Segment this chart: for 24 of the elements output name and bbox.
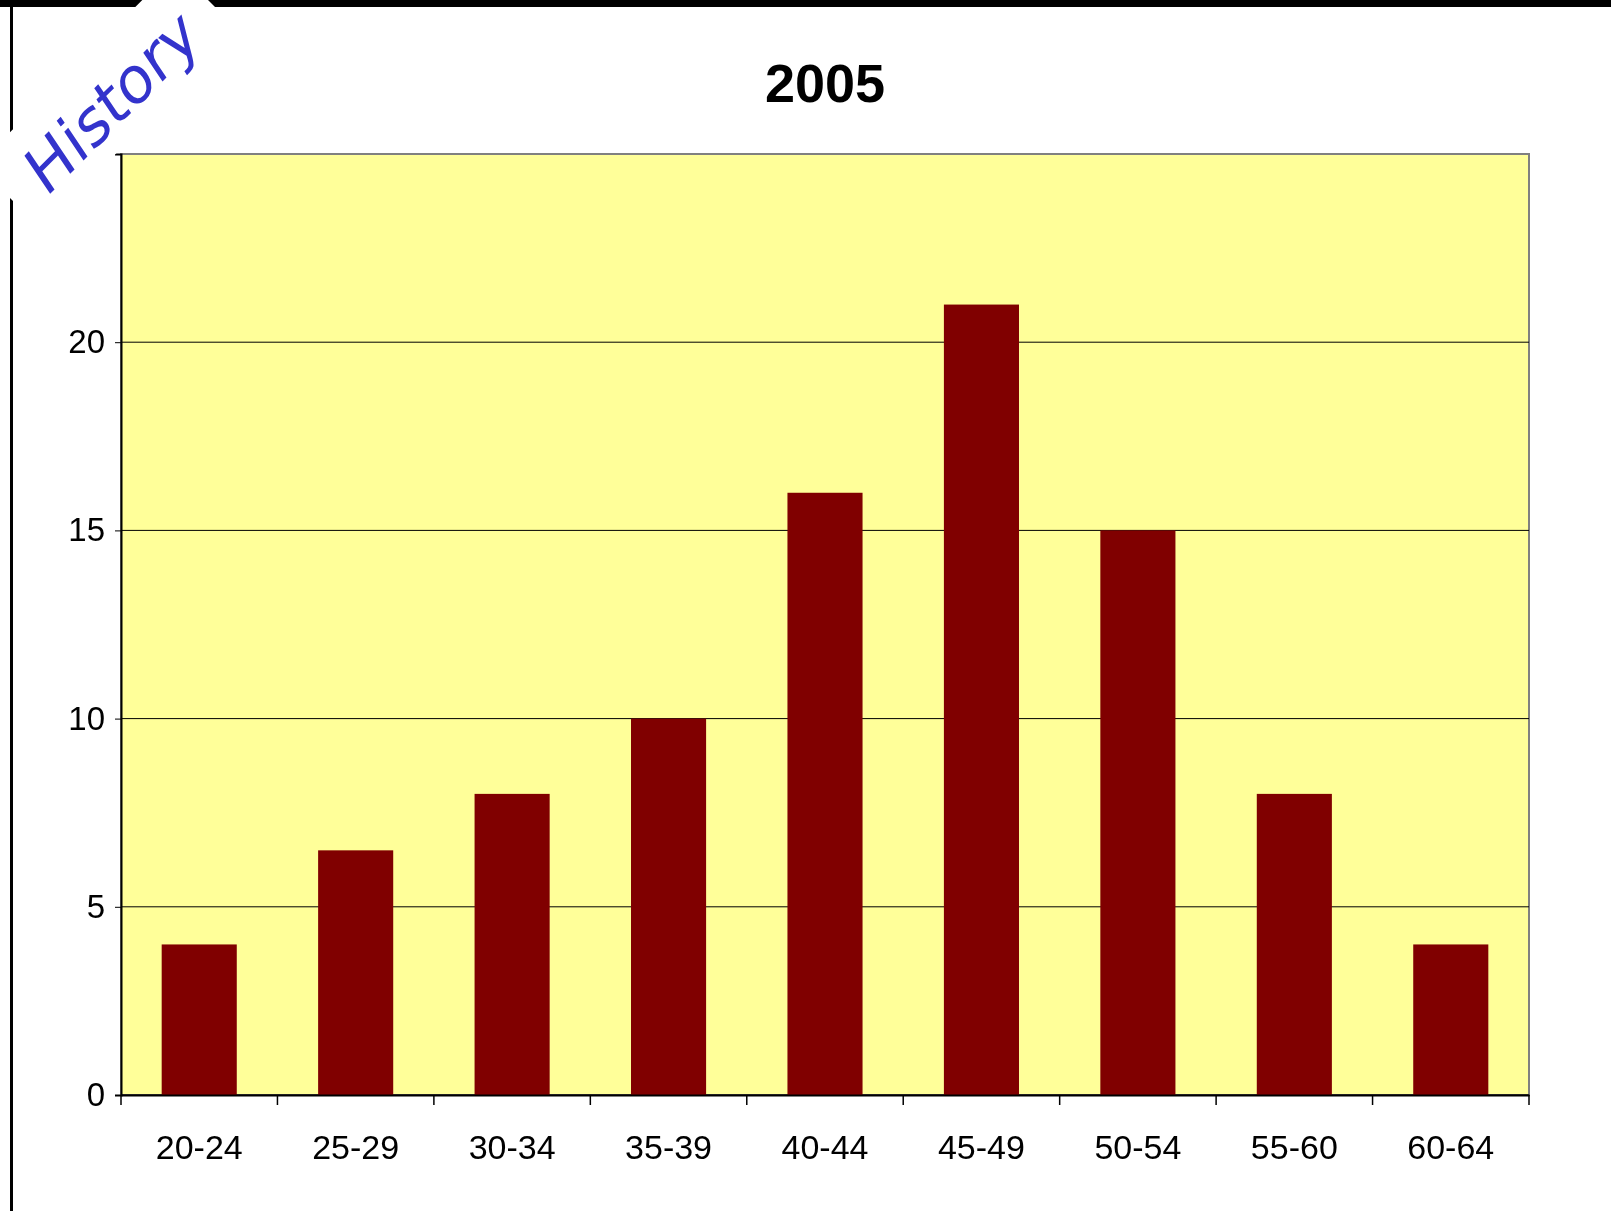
bar	[787, 492, 863, 1095]
bar	[161, 944, 237, 1095]
bar	[318, 850, 394, 1095]
bar	[474, 793, 550, 1095]
x-tick-label: 30-34	[468, 1128, 556, 1167]
y-tick-label: 20	[68, 323, 105, 361]
x-tick-label: 55-60	[1250, 1128, 1338, 1167]
y-tick-label: 10	[68, 699, 105, 737]
x-tick-label: 60-64	[1407, 1128, 1495, 1167]
y-tick-label: 0	[86, 1076, 105, 1114]
x-tick-label: 45-49	[937, 1128, 1025, 1167]
x-tick-label: 20-24	[155, 1128, 243, 1167]
x-tick-label: 25-29	[312, 1128, 400, 1167]
bar	[1256, 793, 1332, 1095]
bar	[943, 304, 1019, 1095]
bar	[1100, 530, 1176, 1095]
y-tick-label: 15	[68, 511, 105, 549]
x-tick-label: 40-44	[781, 1128, 869, 1167]
bar	[1413, 944, 1489, 1095]
x-tick-label: 35-39	[625, 1128, 713, 1167]
y-tick-label: 5	[86, 887, 105, 925]
x-tick-label: 50-54	[1094, 1128, 1182, 1167]
bar	[631, 718, 707, 1095]
chart-title: 2005	[764, 53, 886, 113]
